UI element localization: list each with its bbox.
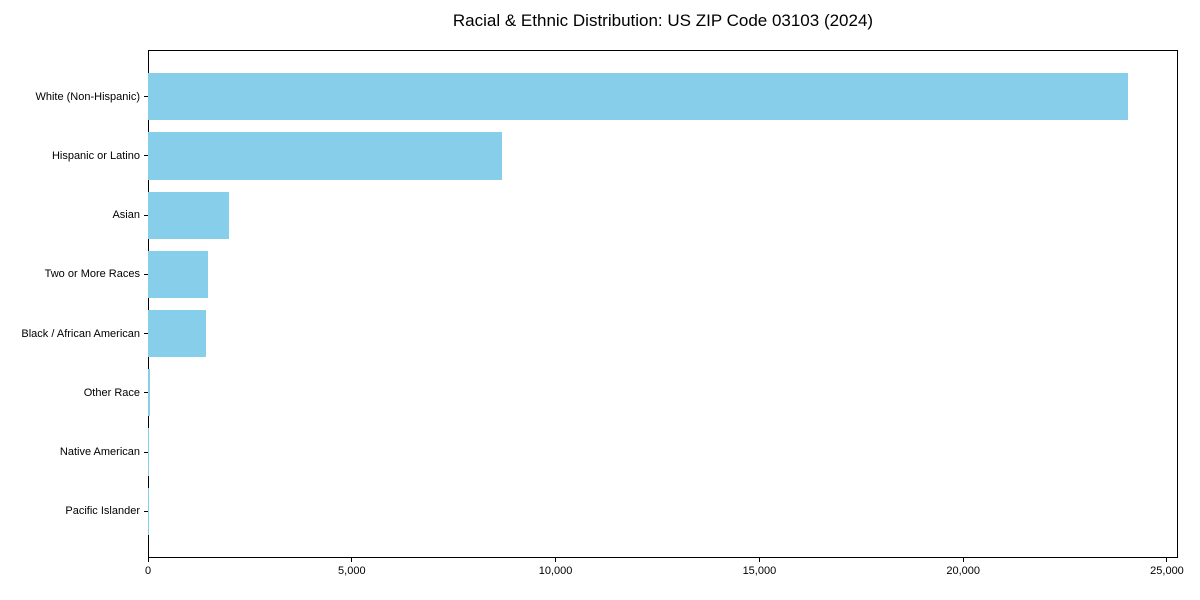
- x-tick-mark: [351, 558, 353, 562]
- y-tick-label: Hispanic or Latino: [51, 149, 140, 162]
- y-tick-label: Black / African American: [21, 327, 140, 340]
- y-tick-mark: [144, 155, 148, 157]
- y-tick-mark: [144, 214, 148, 216]
- x-tick-mark: [555, 558, 557, 562]
- plot-area: [148, 50, 1178, 558]
- bar-two-or-more-races: [148, 250, 208, 299]
- x-tick-label: 5,000: [338, 565, 366, 577]
- x-tick-mark: [1166, 558, 1168, 562]
- y-tick-label: Pacific Islander: [65, 505, 140, 518]
- bar-native-american: [148, 428, 150, 476]
- y-tick-mark: [144, 510, 148, 512]
- x-tick-label: 25,000: [1150, 565, 1184, 577]
- y-tick-label: White (Non-Hispanic): [35, 90, 140, 103]
- bar-black-african-american: [148, 309, 207, 358]
- y-tick-label: Other Race: [83, 386, 140, 399]
- y-tick-label: Two or More Races: [44, 268, 140, 281]
- y-tick-mark: [144, 273, 148, 275]
- bar-hispanic-or-latino: [148, 132, 502, 180]
- y-tick-mark: [144, 96, 148, 98]
- x-tick-label: 15,000: [742, 565, 777, 577]
- x-tick-mark: [962, 558, 964, 562]
- y-tick-mark: [144, 451, 148, 453]
- bar-white-non-hispanic: [148, 73, 1129, 121]
- chart-title: Racial & Ethnic Distribution: US ZIP Cod…: [452, 11, 874, 30]
- bar-asian: [148, 191, 230, 239]
- y-tick-label: Asian: [112, 209, 140, 222]
- y-tick-mark: [144, 333, 148, 335]
- y-tick-mark: [144, 392, 148, 394]
- x-tick-label: 10,000: [538, 565, 573, 577]
- y-tick-label: Native American: [59, 446, 140, 459]
- bar-other-race: [148, 369, 150, 417]
- x-tick-mark: [147, 558, 149, 562]
- x-tick-label: 20,000: [946, 565, 981, 577]
- x-tick-mark: [758, 558, 760, 562]
- x-tick-label: 0: [144, 565, 152, 577]
